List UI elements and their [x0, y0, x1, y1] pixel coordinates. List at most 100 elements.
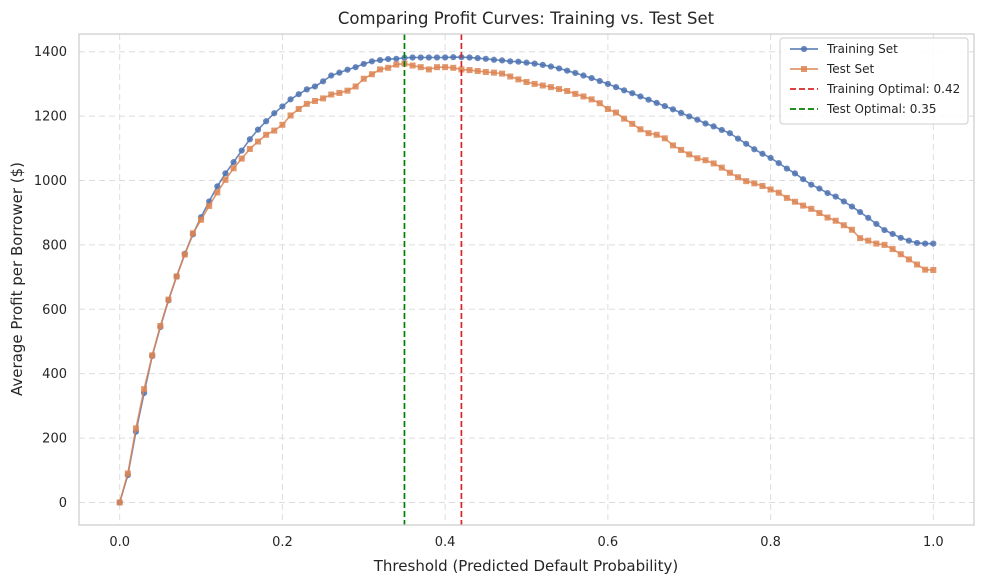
data-point	[507, 58, 514, 65]
data-point	[669, 142, 676, 149]
y-tick-label: 200	[42, 432, 67, 447]
data-point	[539, 82, 546, 89]
data-point	[531, 60, 538, 67]
data-point	[547, 63, 555, 70]
x-tick-label: 0.0	[109, 535, 130, 550]
data-point	[808, 181, 815, 188]
data-point	[515, 76, 522, 83]
data-point	[556, 86, 563, 93]
data-point	[295, 91, 302, 98]
legend-label: Training Set	[826, 42, 898, 56]
legend-label: Test Set	[826, 62, 874, 76]
data-point	[751, 146, 758, 153]
x-tick-label: 0.2	[272, 535, 293, 550]
data-point	[466, 67, 473, 74]
data-point	[661, 135, 668, 142]
data-point	[409, 54, 416, 61]
data-point	[816, 210, 823, 217]
data-point	[710, 160, 717, 167]
data-point	[206, 202, 213, 209]
data-point	[279, 103, 286, 110]
data-point	[344, 66, 351, 73]
data-point	[840, 222, 847, 229]
data-point	[824, 189, 831, 197]
data-point	[141, 386, 148, 393]
series-test-set	[116, 60, 937, 506]
legend-label: Test Optimal: 0.35	[826, 102, 937, 116]
data-point	[222, 176, 229, 183]
data-point	[734, 135, 742, 142]
data-point	[824, 214, 831, 221]
data-point	[735, 174, 742, 181]
data-point	[865, 214, 872, 221]
data-point	[303, 100, 310, 107]
data-point	[319, 78, 327, 85]
data-point	[279, 121, 286, 128]
data-point	[230, 165, 237, 172]
data-point	[311, 83, 319, 90]
data-point	[767, 154, 774, 162]
data-point	[409, 62, 416, 69]
data-point	[694, 116, 701, 123]
x-tick-label: 0.4	[435, 535, 456, 550]
data-point	[490, 69, 497, 76]
data-point	[580, 72, 587, 79]
legend-item: Training Optimal: 0.42	[790, 82, 960, 96]
data-point	[767, 186, 774, 193]
data-point	[604, 80, 611, 88]
x-tick-label: 0.6	[598, 535, 619, 550]
data-point	[385, 64, 392, 71]
data-point	[328, 91, 335, 98]
data-point	[775, 189, 782, 196]
data-point	[645, 96, 652, 103]
data-point	[352, 83, 359, 90]
data-point	[677, 109, 685, 116]
data-point	[897, 251, 904, 258]
data-point	[922, 266, 929, 273]
legend-item: Test Set	[790, 62, 874, 76]
data-point	[905, 237, 913, 244]
series-layer	[116, 54, 937, 506]
data-point	[531, 80, 538, 87]
data-point	[425, 66, 432, 73]
data-point	[588, 75, 595, 82]
data-point	[433, 54, 441, 61]
data-point	[612, 84, 620, 91]
data-point	[678, 146, 685, 153]
y-tick-label: 800	[42, 238, 67, 253]
legend-swatch-marker	[801, 66, 807, 72]
data-point	[417, 64, 424, 71]
data-point	[653, 99, 660, 107]
legend: Training Set Test Set Training Optimal: 0.…	[779, 37, 969, 125]
data-point	[287, 112, 294, 119]
data-point	[783, 194, 790, 201]
data-point	[743, 178, 750, 185]
data-point	[246, 136, 253, 143]
data-point	[523, 59, 530, 66]
data-point	[295, 106, 302, 113]
data-point	[572, 90, 579, 97]
data-point	[775, 160, 782, 167]
data-point	[759, 182, 766, 189]
data-point	[897, 234, 904, 241]
data-point	[856, 208, 864, 216]
data-point	[263, 131, 270, 138]
data-point	[547, 84, 554, 91]
data-point	[393, 61, 400, 68]
plot-frame	[78, 33, 975, 526]
reference-lines	[403, 34, 463, 525]
data-point	[686, 113, 693, 120]
data-point	[816, 185, 823, 192]
y-tick-label: 1000	[34, 174, 67, 189]
data-point	[352, 64, 359, 71]
data-point	[490, 56, 498, 63]
data-point	[539, 61, 546, 69]
data-point	[848, 226, 855, 233]
data-point	[360, 75, 367, 82]
data-point	[214, 189, 221, 196]
data-point	[832, 193, 839, 200]
data-point	[368, 58, 376, 65]
data-point	[515, 58, 522, 65]
data-point	[507, 73, 514, 80]
data-point	[596, 100, 603, 107]
